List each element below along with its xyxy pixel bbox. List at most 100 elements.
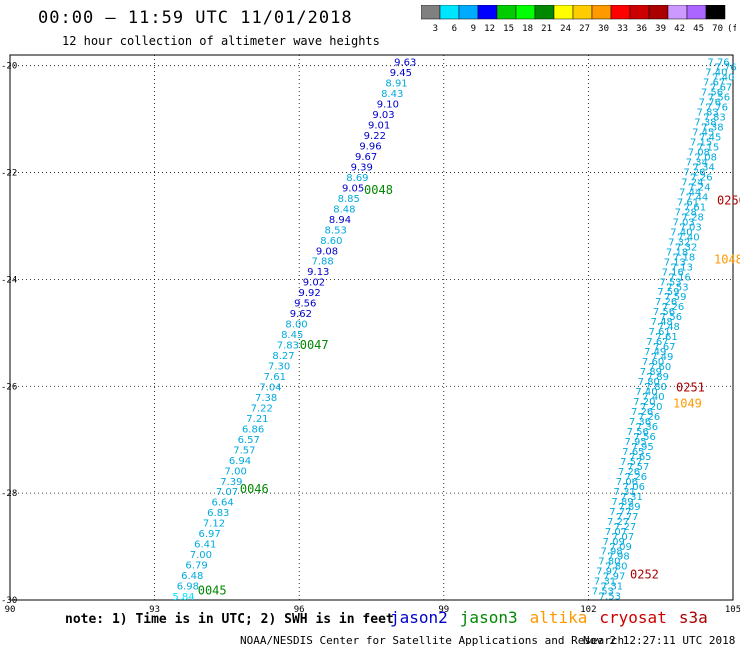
note-text: note: 1) Time is in UTC; 2) SWH is in fe… bbox=[65, 612, 394, 627]
wave-height-label: 7.09 bbox=[603, 537, 625, 548]
wave-height-label: 7.09 bbox=[610, 542, 632, 553]
scale-swatch bbox=[705, 5, 726, 20]
satellite-legend-jason2: jason2 bbox=[390, 608, 448, 627]
footer-credit: NOAA/NESDIS Center for Satellite Applica… bbox=[240, 634, 625, 647]
y-tick-label: -22 bbox=[1, 169, 17, 179]
pass-time-label: 1049 bbox=[673, 397, 702, 411]
wave-height-label: 7.40 bbox=[635, 387, 657, 398]
page-title: 00:00 – 11:59 UTC 11/01/2018 bbox=[38, 8, 353, 28]
wave-height-label: 7.76 bbox=[699, 98, 721, 109]
wave-height-label: 7.83 bbox=[703, 113, 725, 124]
scale-label: 3 bbox=[433, 24, 438, 34]
wave-height-label: 7.77 bbox=[609, 507, 631, 518]
wave-height-label: 7.40 bbox=[642, 392, 664, 403]
wave-height-label: 6.79 bbox=[185, 561, 207, 572]
wave-height-label: 7.15 bbox=[697, 143, 719, 154]
wave-height-label: 7.49 bbox=[644, 347, 666, 358]
wave-height-label: 8.53 bbox=[325, 225, 347, 236]
pass-time-label: 0251 bbox=[676, 381, 705, 395]
scale-label: 39 bbox=[655, 24, 666, 34]
wave-height-label: 8.43 bbox=[381, 89, 403, 100]
wave-height-label: 7.57 bbox=[627, 462, 649, 473]
wave-height-label: 7.45 bbox=[699, 133, 721, 144]
wave-height-label: 7.36 bbox=[636, 422, 658, 433]
wave-height-label: 6.86 bbox=[242, 424, 264, 435]
scale-label: 6 bbox=[452, 24, 457, 34]
wave-height-label: 7.07 bbox=[605, 527, 627, 538]
wave-height-label: 7.44 bbox=[679, 187, 701, 198]
wave-height-label: 7.03 bbox=[672, 217, 694, 228]
wave-height-label: 7.34 bbox=[693, 162, 715, 173]
wave-height-label: 7.89 bbox=[640, 367, 662, 378]
wave-height-label: 7.04 bbox=[259, 382, 281, 393]
wave-height-label: 9.13 bbox=[307, 267, 329, 278]
wave-height-label: 6.64 bbox=[212, 498, 234, 509]
page-subtitle: 12 hour collection of altimeter wave hei… bbox=[62, 34, 380, 48]
satellite-legend: jason2 jason3 altika cryosat s3a bbox=[390, 608, 720, 627]
wave-height-label: 7.07 bbox=[216, 487, 238, 498]
scale-label: 12 bbox=[484, 24, 495, 34]
wave-height-label: 7.59 bbox=[664, 292, 686, 303]
wave-height-label: 7.60 bbox=[642, 357, 664, 368]
wave-height-label: 6.57 bbox=[238, 435, 260, 446]
wave-height-label: 7.98 bbox=[607, 552, 629, 563]
y-tick-label: -30 bbox=[1, 596, 17, 606]
wave-height-label: 8.94 bbox=[329, 215, 351, 226]
wave-height-label: 8.00 bbox=[285, 320, 307, 331]
wave-height-label: 7.76 bbox=[714, 63, 736, 74]
wave-height-label: 7.98 bbox=[600, 547, 622, 558]
wave-height-label: 7.06 bbox=[623, 482, 645, 493]
map-frame bbox=[9, 54, 734, 601]
wave-height-label: 7.20 bbox=[633, 397, 655, 408]
wave-height-label: 7.06 bbox=[616, 477, 638, 488]
wave-height-label: 7.38 bbox=[701, 123, 723, 134]
wave-height-label: 7.18 bbox=[673, 252, 695, 263]
wave-height-label: 7.20 bbox=[640, 402, 662, 413]
wave-height-label: 8.91 bbox=[385, 79, 407, 90]
wave-height-label: 7.08 bbox=[688, 148, 710, 159]
wave-height-label: 7.61 bbox=[264, 372, 286, 383]
pass-time-label: 0047 bbox=[300, 338, 329, 352]
wave-height-label: 7.08 bbox=[695, 153, 717, 164]
wave-height-label: 6.97 bbox=[198, 529, 220, 540]
wave-height-label: 7.26 bbox=[625, 472, 647, 483]
wave-height-label: 7.89 bbox=[611, 497, 633, 508]
wave-height-label: 7.65 bbox=[622, 447, 644, 458]
wave-height-label: 8.45 bbox=[281, 330, 303, 341]
wave-height-label: 7.56 bbox=[708, 93, 730, 104]
wave-height-label: 7.39 bbox=[220, 477, 242, 488]
x-tick-label: 90 bbox=[5, 605, 16, 615]
wave-height-label: 7.61 bbox=[684, 202, 706, 213]
y-tick-label: -26 bbox=[1, 382, 17, 392]
wave-height-label: 7.67 bbox=[646, 337, 668, 348]
wave-height-label: 6.48 bbox=[181, 571, 203, 582]
wave-height-label: 8.60 bbox=[320, 236, 342, 247]
wave-height-label: 9.01 bbox=[368, 121, 390, 132]
wave-height-label: 7.56 bbox=[627, 427, 649, 438]
satellite-legend-cryosat: cryosat bbox=[599, 608, 667, 627]
wave-height-label: 9.67 bbox=[355, 152, 377, 163]
wave-height-label: 7.95 bbox=[624, 437, 646, 448]
wave-height-label: 7.56 bbox=[701, 88, 723, 99]
wave-height-label: 7.31 bbox=[601, 582, 623, 593]
wave-height-label: 7.38 bbox=[255, 393, 277, 404]
wave-height-label: 7.28 bbox=[682, 212, 704, 223]
y-tick-label: -20 bbox=[1, 62, 17, 72]
wave-height-label: 5.84 bbox=[172, 592, 194, 603]
pass-time-label: 1048 bbox=[714, 252, 740, 266]
wave-height-label: 7.67 bbox=[653, 342, 675, 353]
x-tick-label: 93 bbox=[149, 605, 160, 615]
wave-height-label: 7.21 bbox=[246, 414, 268, 425]
wave-height-label: 9.62 bbox=[290, 309, 312, 320]
wave-height-label: 7.83 bbox=[277, 341, 299, 352]
scale-label: 15 bbox=[503, 24, 514, 34]
wave-height-label: 7.36 bbox=[629, 417, 651, 428]
wave-height-label: 9.39 bbox=[351, 162, 373, 173]
wave-height-label: 7.57 bbox=[620, 457, 642, 468]
wave-height-label: 7.00 bbox=[225, 466, 247, 477]
wave-height-label: 7.13 bbox=[671, 262, 693, 273]
wave-height-label: 7.89 bbox=[618, 502, 640, 513]
wave-height-label: 7.56 bbox=[634, 432, 656, 443]
scale-label: 24 bbox=[560, 24, 571, 34]
